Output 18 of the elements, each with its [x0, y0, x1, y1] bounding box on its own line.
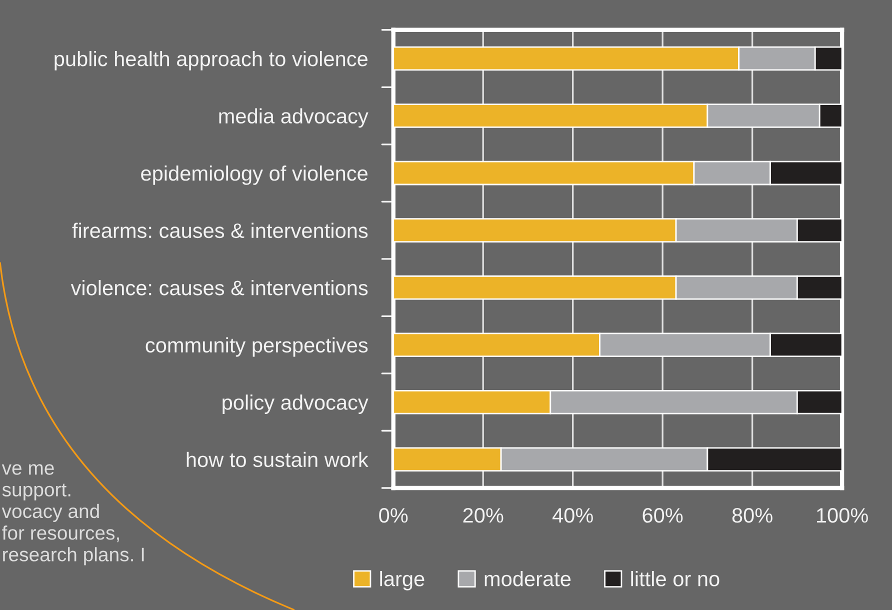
- x-tick-label: 100%: [816, 508, 868, 523]
- y-tick-label: epidemiology of violence: [141, 166, 368, 185]
- y-tick-label: public health approach to violence: [54, 50, 368, 70]
- x-tick-label: 40%: [552, 508, 593, 523]
- x-tick-label: 60%: [642, 508, 683, 523]
- x-tick-label: 0%: [379, 508, 408, 523]
- y-tick-label: community perspectives: [146, 337, 368, 357]
- y-tick-label: firearms: causes & interventions: [72, 222, 368, 238]
- y-tick-label: media advocacy: [219, 108, 368, 128]
- legend-label: little or no: [631, 570, 720, 586]
- x-tick-label: 80%: [732, 508, 772, 523]
- x-tick-label: 20%: [463, 508, 504, 523]
- legend-label: moderate: [484, 570, 571, 586]
- text: ve me support. vocacy and for resources, research plans. I: [2, 464, 144, 566]
- y-tick-label: how to sustain work: [186, 452, 368, 468]
- legend-label: large: [380, 570, 424, 590]
- y-tick-label: policy advocacy: [222, 394, 368, 414]
- y-tick-label: violence: causes & interventions: [70, 280, 368, 296]
